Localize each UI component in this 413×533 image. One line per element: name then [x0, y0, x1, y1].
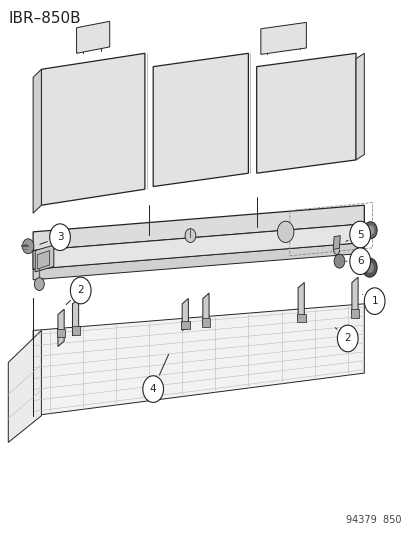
Polygon shape: [33, 224, 363, 269]
Circle shape: [70, 277, 91, 304]
Text: 5: 5: [356, 230, 363, 239]
Circle shape: [365, 262, 373, 273]
Text: 2: 2: [77, 286, 84, 295]
Circle shape: [349, 221, 370, 248]
Polygon shape: [351, 277, 357, 314]
Polygon shape: [260, 22, 306, 54]
Bar: [297, 314, 305, 322]
Polygon shape: [8, 330, 41, 442]
Text: 3: 3: [57, 232, 63, 242]
Polygon shape: [153, 53, 248, 187]
Polygon shape: [33, 243, 363, 280]
Circle shape: [50, 224, 70, 251]
Text: 4: 4: [150, 384, 156, 394]
Polygon shape: [33, 69, 41, 213]
Polygon shape: [72, 298, 78, 336]
Polygon shape: [41, 53, 145, 205]
Polygon shape: [58, 309, 64, 346]
Circle shape: [333, 254, 344, 268]
Circle shape: [363, 288, 384, 314]
Bar: [202, 318, 210, 327]
Bar: [181, 321, 189, 329]
Polygon shape: [202, 293, 209, 325]
Text: IBR–850B: IBR–850B: [8, 11, 81, 26]
Circle shape: [185, 229, 195, 243]
Polygon shape: [256, 53, 355, 173]
Polygon shape: [33, 224, 363, 269]
Circle shape: [337, 325, 357, 352]
Polygon shape: [355, 53, 363, 160]
Circle shape: [363, 222, 376, 239]
Bar: [71, 326, 80, 335]
Circle shape: [361, 258, 376, 277]
Polygon shape: [332, 236, 339, 249]
Text: 94379  850: 94379 850: [345, 515, 401, 525]
Polygon shape: [33, 205, 363, 251]
Polygon shape: [35, 245, 54, 272]
Text: 6: 6: [356, 256, 363, 266]
Bar: [350, 309, 358, 318]
Text: 1: 1: [370, 296, 377, 306]
Circle shape: [142, 376, 163, 402]
Circle shape: [277, 221, 293, 243]
Polygon shape: [33, 304, 363, 416]
Circle shape: [366, 225, 373, 235]
Polygon shape: [76, 21, 109, 53]
Polygon shape: [182, 298, 188, 330]
Bar: [57, 329, 65, 337]
Circle shape: [22, 239, 34, 254]
Polygon shape: [37, 251, 50, 269]
Polygon shape: [297, 282, 304, 320]
Circle shape: [349, 248, 370, 274]
Circle shape: [34, 278, 44, 290]
Text: 2: 2: [344, 334, 350, 343]
